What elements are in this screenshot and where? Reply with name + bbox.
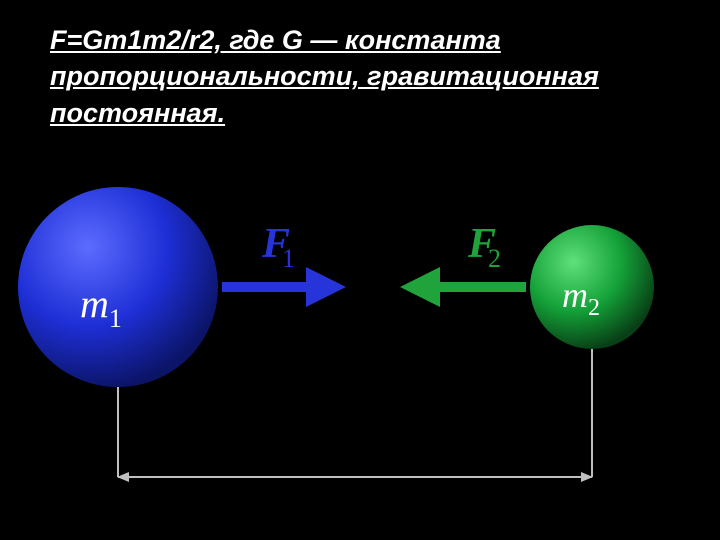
formula-title: F=Gm1m2/r2, где G — константа пропорцион…: [50, 22, 640, 131]
force-label-1: F1: [261, 221, 295, 273]
gravitation-diagram: m1m2F1F2: [0, 165, 720, 525]
force-label-2: F2: [467, 221, 501, 273]
mass-sphere-2: [530, 225, 654, 349]
mass-sphere-1: [18, 187, 218, 387]
slide-container: F=Gm1m2/r2, где G — константа пропорцион…: [0, 0, 720, 540]
